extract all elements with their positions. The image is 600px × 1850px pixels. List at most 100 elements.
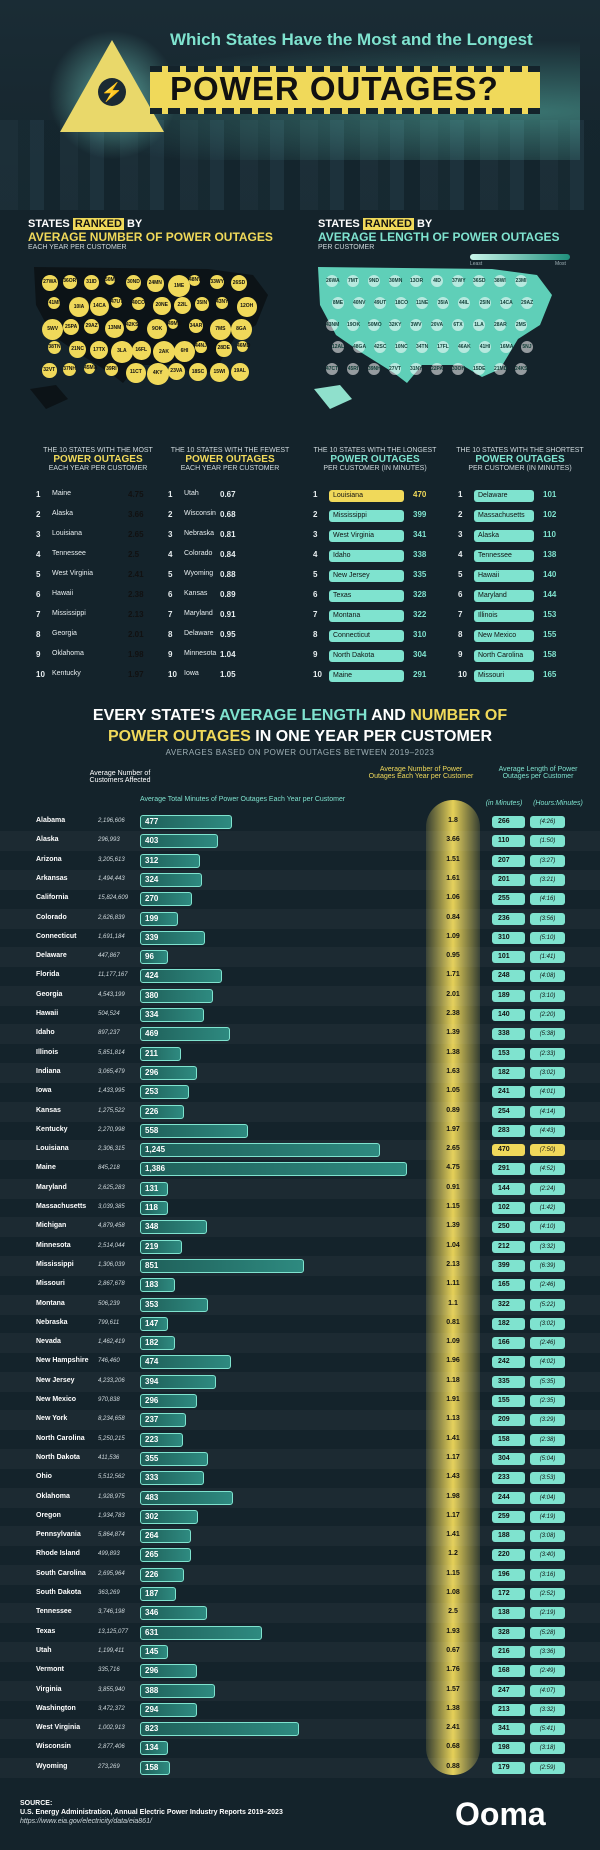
state-name: South Dakota	[36, 1589, 82, 1596]
state-row: Iowa 1,433,995 253 1.05 241 (4:01)	[0, 1082, 600, 1102]
minutes-bar: 223	[140, 1432, 183, 1447]
top10-row: 3 Louisiana 2.65	[36, 528, 166, 550]
outage-minutes: 338	[413, 550, 427, 559]
state-map-label: 20NE	[153, 297, 171, 315]
minutes-bar: 199	[140, 911, 179, 926]
length-hours: (2:24)	[530, 1182, 565, 1195]
outage-number: 1.41	[446, 1531, 460, 1539]
state-map-label: 47UT	[111, 297, 123, 308]
length-minutes: 250	[492, 1221, 525, 1234]
state-name: Alaska	[36, 836, 59, 844]
length-minutes: 182	[492, 1066, 525, 1079]
minutes-value: 237	[145, 1415, 159, 1425]
minutes-bar: 296	[140, 1394, 198, 1408]
minutes-value: 312	[145, 855, 159, 865]
length-hours: (2:46)	[530, 1337, 565, 1350]
source-label: SOURCE:	[20, 1800, 53, 1807]
top10-row: 5 Wyoming 0.88	[168, 570, 298, 590]
state-map-label: 19OK	[347, 319, 360, 331]
customers-affected: 5,864,874	[98, 1532, 125, 1539]
length-minutes: 470	[492, 1144, 525, 1157]
rank: 4	[36, 550, 41, 559]
length-hours: (3:08)	[530, 1530, 565, 1543]
outage-number: 1.39	[446, 1222, 460, 1230]
state-row: Alabama 2,196,606 477 1.8 266 (4:26)	[0, 812, 600, 832]
length-minutes: 153	[492, 1047, 525, 1060]
top10-row: 10 Kentucky 1.97	[36, 669, 166, 690]
state-row: Minnesota 2,514,044 219 1.04 212 (3:32)	[0, 1237, 600, 1257]
state-row: Nebraska 799,611 147 0.81 182 (3:02)	[0, 1314, 600, 1334]
outage-number: 1.17	[446, 1511, 460, 1519]
minutes-bar: 237	[140, 1413, 186, 1428]
state-name: Oklahoma	[36, 1492, 70, 1500]
top10-row: 6 Kansas 0.89	[168, 590, 298, 610]
state-name: Connecticut	[36, 932, 77, 940]
state-map-label: 32KY	[389, 319, 402, 331]
minutes-value: 226	[145, 1569, 159, 1579]
caution-tape	[150, 66, 540, 114]
customers-affected: 363,269	[98, 1590, 120, 1596]
state-pill: New Mexico	[474, 630, 534, 642]
outage-number: 0.95	[446, 952, 460, 960]
rank: 10	[168, 670, 177, 679]
state-map-label: 11CT	[126, 363, 146, 383]
outage-number: 1.96	[446, 1357, 460, 1365]
state-name: Virginia	[36, 1685, 62, 1693]
customers-affected: 2,306,315	[98, 1146, 125, 1153]
minutes-value: 145	[145, 1646, 159, 1656]
length-minutes: 110	[492, 835, 525, 848]
customers-affected: 5,250,215	[98, 1435, 125, 1442]
minutes-value: 294	[145, 1704, 159, 1714]
state-row: Texas 13,125,077 631 1.93 328 (5:28)	[0, 1623, 600, 1643]
minutes-bar: 388	[140, 1683, 215, 1698]
state-pill: Connecticut	[329, 630, 404, 642]
length-hours: (3:27)	[530, 854, 565, 867]
state-name: Vermont	[36, 1666, 65, 1674]
state-name: Colorado	[36, 913, 67, 921]
minutes-bar: 1,245	[140, 1143, 381, 1158]
length-minutes: 209	[492, 1414, 525, 1427]
minutes-value: 223	[145, 1434, 159, 1444]
state-name: Louisiana	[36, 1145, 69, 1153]
state-pill: Mississippi	[329, 510, 404, 522]
outage-number: 2.5	[448, 1608, 458, 1616]
state-map-label: 7MT	[347, 275, 359, 287]
source-url[interactable]: https://www.eia.gov/electricity/data/eia…	[20, 1818, 152, 1825]
state-row: Montana 506,239 353 1.1 322 (5:22)	[0, 1295, 600, 1315]
outage-number: 1.76	[446, 1666, 460, 1674]
state-map-label: 18CO	[395, 297, 408, 309]
state-map-label: 22PA	[431, 363, 443, 375]
rank: 1	[313, 490, 318, 499]
state-map-label: 48NV	[189, 275, 202, 286]
length-minutes: 259	[492, 1510, 525, 1523]
minutes-value: 158	[145, 1762, 159, 1772]
minutes-bar: 294	[140, 1702, 197, 1717]
state-row: Alaska 296,993 403 3.66 110 (1:50)	[0, 831, 600, 851]
minutes-value: 424	[145, 971, 159, 981]
state-row: New Jersey 4,233,206 394 1.18 335 (5:35)	[0, 1372, 600, 1392]
state-map-label: 33OH	[452, 363, 465, 375]
outage-number: 1.98	[446, 1492, 460, 1500]
state-name: New Mexico	[36, 1396, 77, 1403]
state-map-label: 19AL	[231, 363, 249, 381]
customers-affected: 897,237	[98, 1030, 120, 1037]
length-minutes: 283	[492, 1124, 525, 1137]
outage-minutes: 399	[413, 510, 427, 519]
minutes-bar: 851	[140, 1258, 305, 1273]
state-pill: Massachusetts	[474, 510, 534, 522]
outage-number: 1.91	[446, 1396, 460, 1403]
state-map-label: 3WV	[410, 319, 422, 331]
state-row: Colorado 2,626,839 199 0.84 236 (3:56)	[0, 909, 600, 929]
customers-affected: 5,512,562	[98, 1474, 125, 1481]
outage-minutes: 153	[543, 610, 557, 619]
length-minutes: 233	[492, 1472, 525, 1485]
state-pill: Montana	[329, 610, 404, 622]
state-name: Minnesota	[36, 1241, 71, 1249]
state-name: Alaska	[52, 510, 74, 517]
outage-number: 4.75	[446, 1164, 460, 1172]
rank: 9	[168, 650, 173, 659]
minutes-value: 296	[145, 1067, 159, 1077]
minutes-bar: 631	[140, 1625, 262, 1640]
state-map-label: 24MN	[147, 275, 164, 292]
top10-row: 1 Utah 0.67	[168, 490, 298, 510]
